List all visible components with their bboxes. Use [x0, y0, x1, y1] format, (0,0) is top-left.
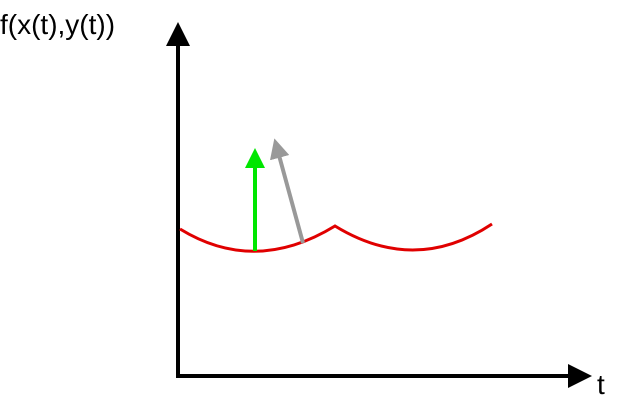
- y-axis-label: f(x(t),y(t)): [0, 9, 115, 40]
- x-axis-label: t: [597, 369, 605, 400]
- curve: [179, 222, 493, 253]
- tilted-vector: [269, 138, 305, 244]
